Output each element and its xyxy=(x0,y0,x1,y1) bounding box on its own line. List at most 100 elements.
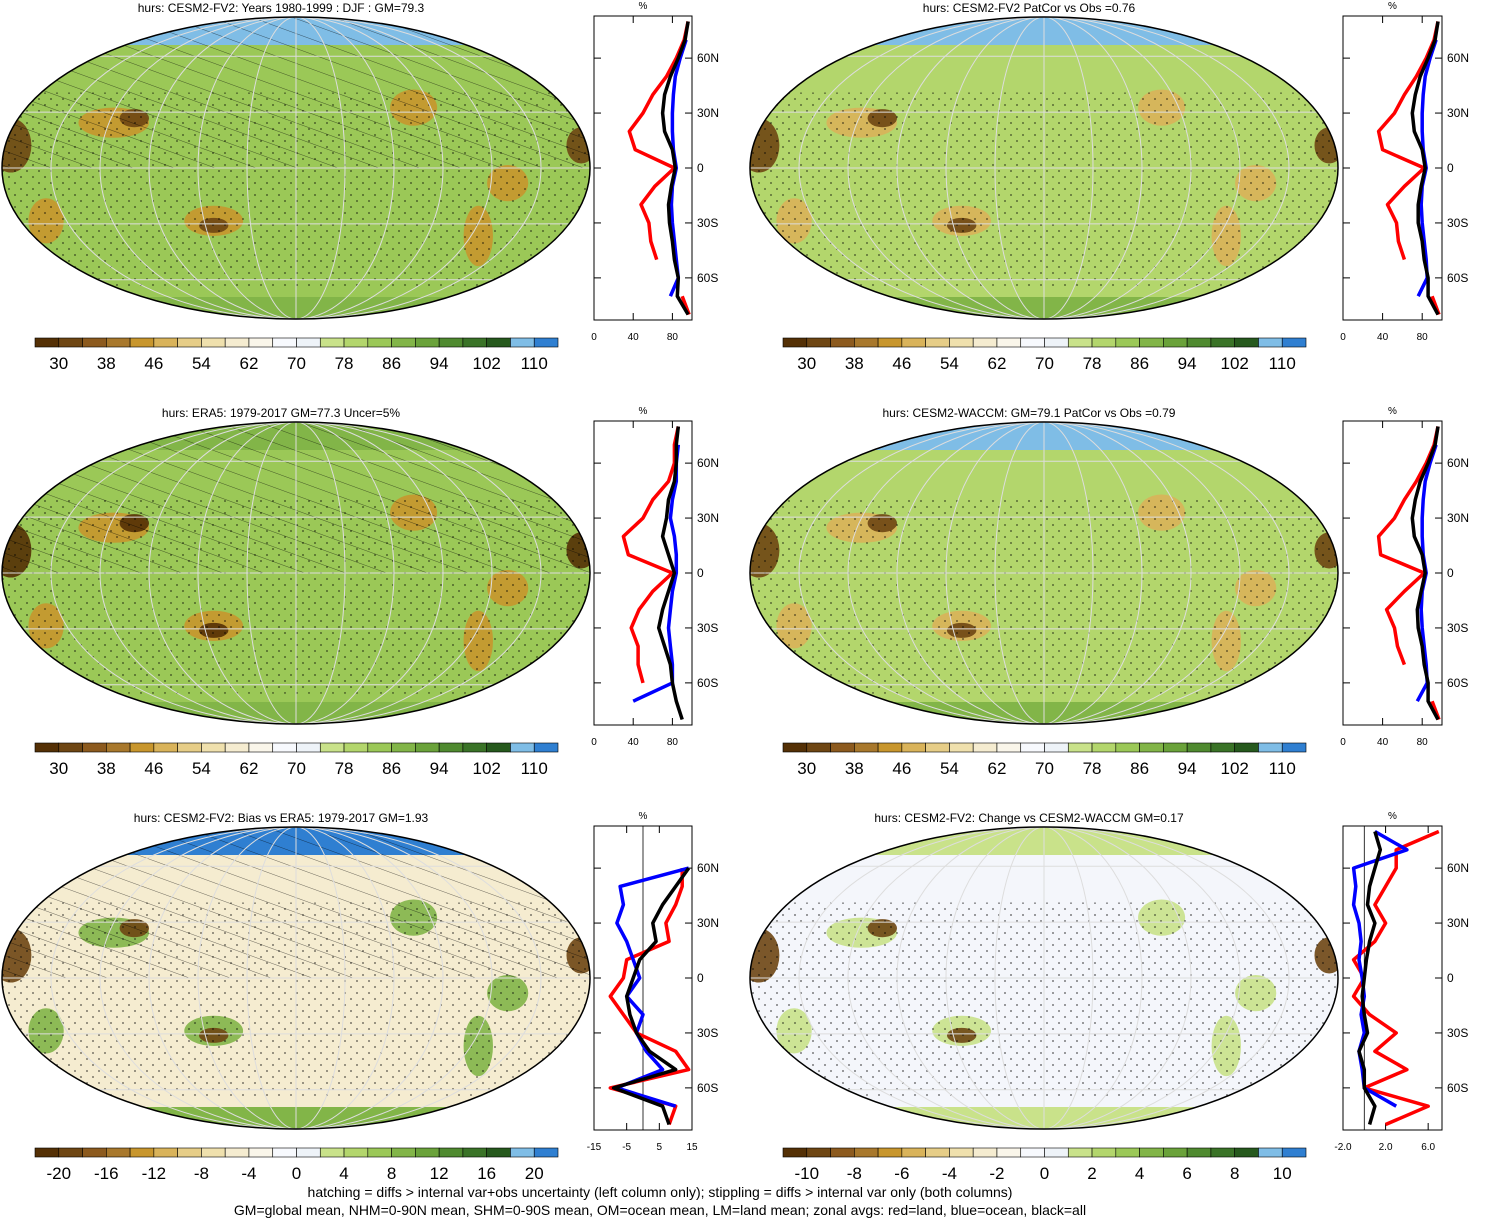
profile-x-label: % xyxy=(639,1,648,12)
colorbar-label: 62 xyxy=(987,759,1006,778)
y-tick-label: 30S xyxy=(697,216,718,230)
colorbar-box xyxy=(996,337,1022,348)
colorbar-box xyxy=(367,337,392,348)
graticule xyxy=(246,827,346,1129)
colorbar-box xyxy=(1234,742,1259,753)
y-tick-label: 60N xyxy=(697,51,719,65)
profile-x-label: % xyxy=(1388,811,1397,822)
colorbar-box xyxy=(486,1147,511,1158)
colorbar-box xyxy=(1091,742,1117,753)
y-tick-label: 30N xyxy=(1447,106,1469,120)
colorbar-box xyxy=(224,742,250,753)
graticule xyxy=(246,422,346,724)
colorbar-box xyxy=(296,1147,321,1158)
colorbar-label: 62 xyxy=(987,354,1006,373)
colorbar-box xyxy=(224,337,250,348)
colorbar-label: 86 xyxy=(1130,354,1149,373)
colorbar-box xyxy=(925,337,950,348)
colorbar-box xyxy=(391,1147,416,1158)
zonal-line xyxy=(621,426,681,684)
graticule xyxy=(148,827,444,1129)
colorbar-box xyxy=(949,1147,974,1158)
colorbar-box xyxy=(782,337,808,348)
colorbar-box xyxy=(533,337,559,348)
map xyxy=(750,17,1338,319)
colorbar-box xyxy=(1067,337,1093,348)
colorbar-box xyxy=(1091,1147,1117,1158)
colorbar-box xyxy=(58,742,83,753)
colorbar-label: 46 xyxy=(144,759,163,778)
colorbar-box xyxy=(367,742,392,753)
y-tick-label: 0 xyxy=(697,971,704,985)
colorbar-box xyxy=(972,742,998,753)
colorbar-box xyxy=(153,337,178,348)
profile-x-label: % xyxy=(1388,406,1397,417)
graticule xyxy=(847,422,1241,724)
colorbar-box xyxy=(806,337,831,348)
colorbar-label: 102 xyxy=(1220,759,1248,778)
y-tick-label: 30S xyxy=(1447,1026,1468,1040)
colorbar-label: 12 xyxy=(430,1164,449,1183)
colorbar-label: 20 xyxy=(525,1164,544,1183)
colorbar-label: 0 xyxy=(1040,1164,1049,1183)
colorbar-box xyxy=(1210,742,1235,753)
colorbar-box xyxy=(1163,337,1188,348)
colorbar-box xyxy=(533,742,559,753)
colorbar-box xyxy=(343,337,369,348)
y-tick-label: 60S xyxy=(1447,1081,1468,1095)
map-border xyxy=(749,826,1339,1130)
graticule xyxy=(50,422,542,724)
graticule xyxy=(798,17,1290,319)
colorbar-label: 94 xyxy=(1178,354,1197,373)
colorbar-box xyxy=(1115,1147,1140,1158)
y-tick-label: 30S xyxy=(1447,216,1468,230)
colorbar-box xyxy=(972,1147,998,1158)
colorbar-box xyxy=(1281,742,1307,753)
x-tick-label: 0 xyxy=(1340,332,1346,343)
colorbar-box xyxy=(1139,337,1164,348)
colorbar-box xyxy=(177,742,202,753)
y-tick-label: 0 xyxy=(697,566,704,580)
colorbar-label: -8 xyxy=(847,1164,862,1183)
colorbar-box xyxy=(58,337,83,348)
colorbar-box xyxy=(782,742,808,753)
colorbar-label: -20 xyxy=(46,1164,71,1183)
x-tick-label: 80 xyxy=(667,332,679,343)
colorbar-box xyxy=(1258,1147,1283,1158)
colorbar-label: 94 xyxy=(430,354,449,373)
zonal-line xyxy=(611,867,691,1126)
colorbar-label: 4 xyxy=(1135,1164,1144,1183)
colorbar-box xyxy=(1020,742,1045,753)
graticule xyxy=(50,17,542,319)
colorbar-box xyxy=(153,1147,178,1158)
colorbar-label: 78 xyxy=(1083,759,1102,778)
zonal-line xyxy=(1410,426,1440,721)
colorbar-box xyxy=(1020,337,1045,348)
colorbar-label: 4 xyxy=(339,1164,348,1183)
graticule xyxy=(945,827,1143,1129)
colorbar-label: 70 xyxy=(1035,354,1054,373)
colorbar-box xyxy=(1210,1147,1235,1158)
colorbar-box xyxy=(510,742,535,753)
y-tick-label: 30N xyxy=(697,106,719,120)
profile-x-label: % xyxy=(639,811,648,822)
y-tick-label: 0 xyxy=(697,161,704,175)
colorbar-box xyxy=(106,742,131,753)
colorbar-label: -2 xyxy=(989,1164,1004,1183)
colorbar-box xyxy=(1258,742,1283,753)
zonal-line xyxy=(660,21,690,316)
colorbar-box xyxy=(272,742,297,753)
colorbar-box xyxy=(415,742,440,753)
x-tick-label: 80 xyxy=(667,737,679,748)
colorbar-box xyxy=(1258,337,1283,348)
colorbar-box xyxy=(1210,337,1235,348)
colorbar-box xyxy=(486,742,511,753)
footnote: GM=global mean, NHM=0-90N mean, SHM=0-90… xyxy=(234,1202,1086,1218)
colorbar-box xyxy=(34,1147,60,1158)
graticule xyxy=(197,422,395,724)
colorbar-label: -4 xyxy=(241,1164,256,1183)
colorbar-box xyxy=(201,337,226,348)
colorbar-box xyxy=(996,1147,1022,1158)
colorbar-box xyxy=(486,337,511,348)
colorbar-box xyxy=(296,337,321,348)
